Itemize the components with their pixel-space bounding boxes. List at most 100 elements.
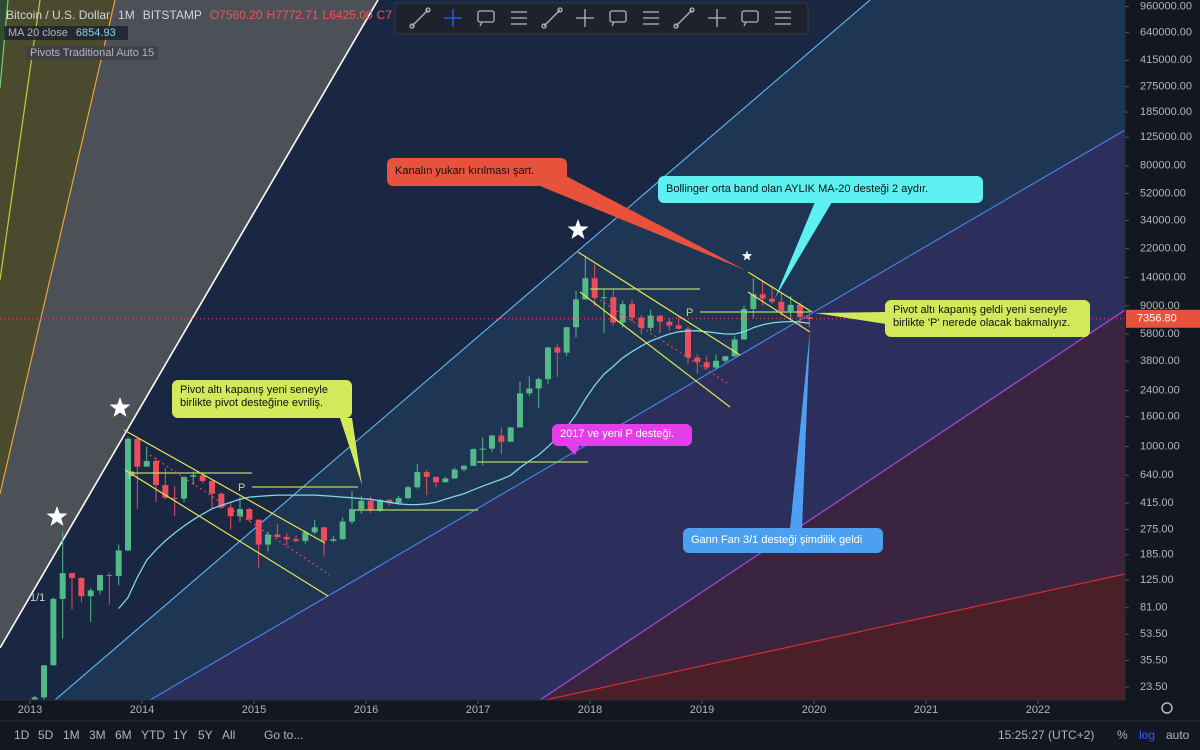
tool-icon[interactable] xyxy=(444,9,462,27)
candle-body xyxy=(759,294,766,299)
tool-icon[interactable] xyxy=(541,7,563,29)
settings-button[interactable] xyxy=(1161,702,1173,714)
candle-body xyxy=(311,527,318,533)
candle-body xyxy=(190,475,197,477)
range-button[interactable]: 3M xyxy=(89,728,106,742)
x-tick-label: 2022 xyxy=(1026,704,1050,716)
candle-body xyxy=(591,278,598,298)
callout-tail xyxy=(540,176,745,270)
candle-body xyxy=(283,537,290,540)
candle-body xyxy=(386,499,393,503)
candle-body xyxy=(255,519,262,545)
y-tick-label: 640000.00 xyxy=(1140,26,1192,38)
tool-icon[interactable] xyxy=(708,9,726,27)
candle-body xyxy=(433,476,440,483)
candle-body xyxy=(274,534,281,538)
y-tick-label: 35.50 xyxy=(1140,655,1168,667)
fan-line xyxy=(54,0,871,700)
range-button[interactable]: 1M xyxy=(63,728,80,742)
candle-body xyxy=(134,438,141,467)
callout-tails xyxy=(340,176,886,529)
candle-body xyxy=(209,481,216,494)
channel-line xyxy=(124,469,329,597)
callout: Kanalın yukarı kırılması şart. xyxy=(387,158,567,186)
candle-body xyxy=(796,304,803,318)
fan-line xyxy=(0,0,116,495)
tool-icon[interactable] xyxy=(741,10,759,27)
icon-part xyxy=(741,10,759,23)
time-axis xyxy=(0,700,1200,720)
indicator-legend[interactable]: MA 20 close 6854.93 xyxy=(4,26,128,40)
tool-icon[interactable] xyxy=(643,11,659,25)
candle-body xyxy=(628,304,635,318)
fan-line xyxy=(149,129,1125,700)
range-button[interactable]: 5D xyxy=(38,728,54,742)
candle-body xyxy=(106,575,113,577)
y-tick-label: 81.00 xyxy=(1140,602,1168,614)
icon-part xyxy=(409,23,415,29)
pivot-label: P xyxy=(128,470,135,482)
range-button[interactable]: All xyxy=(222,728,236,742)
icon-part xyxy=(609,10,627,23)
icon-part xyxy=(543,9,561,27)
log-button[interactable]: log xyxy=(1139,728,1156,742)
candle-body xyxy=(358,500,365,510)
axes: 960000.00 640000.00 415000.00 275000.00 1850… xyxy=(18,0,1200,716)
candle-body xyxy=(125,438,132,551)
range-button[interactable]: 5Y xyxy=(198,728,213,742)
tool-icon[interactable] xyxy=(409,7,431,29)
range-button[interactable]: 1Y xyxy=(173,728,188,742)
y-tick-label: 275.00 xyxy=(1140,523,1174,535)
symbol-header: Bitcoin / U.S. Dollar 1M BITSTAMP O7560.20 H… xyxy=(6,8,400,22)
y-tick-label: 9000.00 xyxy=(1140,300,1180,312)
callout: Pivot altı kapanış geldi yeni seneyle bi… xyxy=(885,300,1090,337)
goto-button[interactable]: Go to... xyxy=(264,728,304,742)
callout: Pivot altı kapanış yeni seneyle birlikte… xyxy=(172,380,352,418)
candle-body xyxy=(31,697,38,700)
candle-body xyxy=(647,315,654,328)
range-button[interactable]: 6M xyxy=(115,728,132,742)
icon-part xyxy=(611,21,615,27)
icon-part xyxy=(675,9,693,27)
callout: 2017 ve yeni P desteği. xyxy=(552,424,692,446)
candle-body xyxy=(115,550,122,576)
range-button[interactable]: YTD xyxy=(141,728,165,742)
candle-body xyxy=(722,356,729,361)
percent-button[interactable]: % xyxy=(1117,728,1128,742)
tool-icon[interactable] xyxy=(511,11,527,25)
y-tick-label: 415.00 xyxy=(1140,497,1174,509)
candle-body xyxy=(638,317,645,328)
tool-icon[interactable] xyxy=(775,11,791,25)
range-button[interactable]: 1D xyxy=(14,728,30,742)
candle-body xyxy=(470,449,477,466)
tool-icon[interactable] xyxy=(609,10,627,27)
candle-body xyxy=(731,339,738,357)
ohlc-value: C7 xyxy=(376,8,393,22)
candle-body xyxy=(619,304,626,323)
toolbar-box xyxy=(394,2,809,35)
candle-body xyxy=(367,500,374,511)
x-tick-label: 2017 xyxy=(466,704,490,716)
icon-part xyxy=(411,9,429,27)
candle-body xyxy=(171,497,178,499)
y-tick-label: 14000.00 xyxy=(1140,271,1186,283)
auto-button[interactable]: auto xyxy=(1166,728,1190,742)
y-tick-label: 415000.00 xyxy=(1140,54,1192,66)
candle-body xyxy=(78,577,85,597)
tool-icon[interactable] xyxy=(673,7,695,29)
icon-part xyxy=(673,23,679,29)
indicator-legend[interactable]: Pivots Traditional Auto 15 xyxy=(26,46,159,60)
candle-body xyxy=(181,476,188,499)
candle-body xyxy=(59,573,66,599)
candle-body xyxy=(694,357,701,363)
x-tick-label: 2014 xyxy=(130,704,154,716)
tool-icon[interactable] xyxy=(576,9,594,27)
tool-icon[interactable] xyxy=(477,10,495,27)
callout: Bollinger orta band olan AYLIK MA-20 des… xyxy=(658,176,983,203)
x-tick-label: 2015 xyxy=(242,704,266,716)
toolbar xyxy=(394,2,809,35)
price-axis xyxy=(1125,0,1200,720)
icon-part xyxy=(477,10,495,23)
candle-body xyxy=(199,475,206,482)
